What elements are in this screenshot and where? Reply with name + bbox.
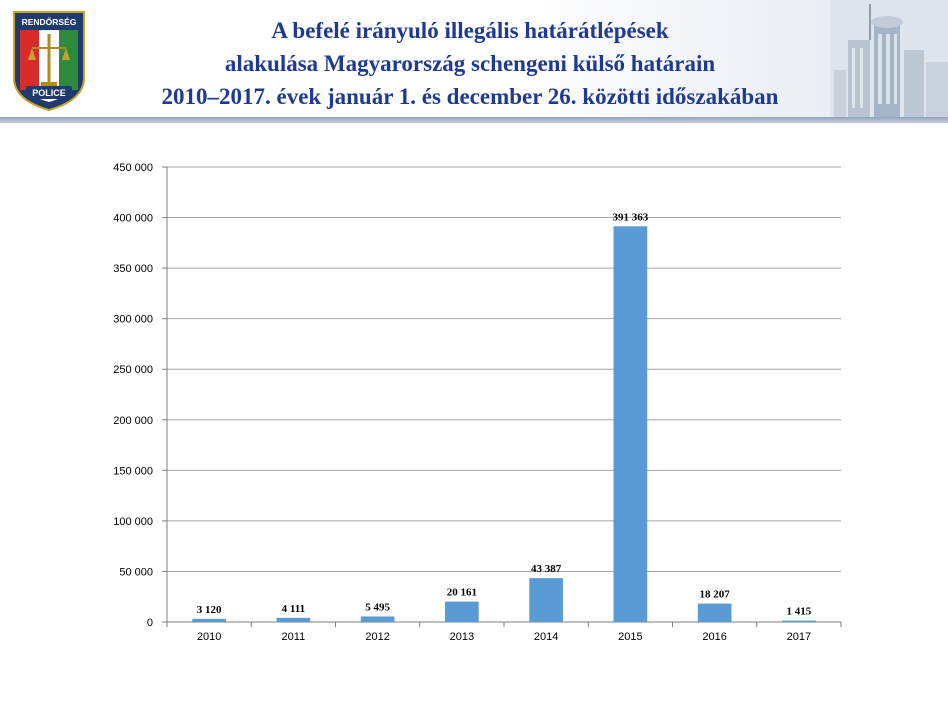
x-tick-label-2014: 2014	[534, 631, 558, 643]
data-label-2010: 3 120	[197, 604, 222, 616]
title-line-3: 2010–2017. évek január 1. és december 26…	[161, 84, 779, 109]
city-skyline-icon	[830, 0, 948, 117]
data-label-2013: 20 161	[447, 587, 477, 599]
y-tick-label: 50 000	[119, 566, 153, 578]
bar-2014	[529, 578, 563, 622]
y-tick-label: 0	[147, 617, 153, 629]
y-tick-label: 150 000	[113, 465, 153, 477]
bar-2017	[782, 620, 816, 622]
x-tick-label-2015: 2015	[618, 631, 642, 643]
header-divider	[0, 117, 948, 123]
data-label-2015: 391 363	[613, 211, 649, 223]
x-tick-label-2017: 2017	[787, 631, 811, 643]
x-tick-label-2010: 2010	[197, 631, 221, 643]
x-tick-label-2016: 2016	[702, 631, 726, 643]
y-tick-label: 450 000	[113, 162, 153, 174]
x-tick-label-2013: 2013	[450, 631, 474, 643]
y-tick-label: 250 000	[113, 364, 153, 376]
data-label-2014: 43 387	[531, 563, 562, 575]
x-tick-label-2012: 2012	[365, 631, 389, 643]
bar-2013	[445, 601, 479, 622]
y-tick-label: 400 000	[113, 213, 153, 225]
y-tick-label: 200 000	[113, 415, 153, 427]
police-badge-icon: RENDŐRSÉG POLICE	[13, 11, 85, 112]
data-label-2011: 4 111	[282, 603, 306, 615]
page-title: A befelé irányuló illegális határátlépés…	[100, 14, 840, 113]
bar-2015	[613, 226, 648, 622]
bar-chart: 0 50 000 100 000 150 000 200 000 250 000 300 0…	[113, 162, 842, 643]
header-banner	[0, 0, 948, 120]
badge-bottom-text: POLICE	[32, 88, 66, 98]
y-tick-label: 100 000	[113, 516, 153, 528]
data-label-2016: 18 207	[700, 589, 731, 601]
bar-2012	[360, 616, 395, 622]
bar-2010	[192, 618, 226, 622]
data-label-2017: 1 415	[787, 606, 812, 618]
title-line-1: A befelé irányuló illegális határátlépés…	[271, 18, 669, 43]
y-tick-label: 300 000	[113, 314, 153, 326]
x-tick-label-2011: 2011	[282, 631, 306, 643]
y-tick-label: 350 000	[113, 263, 153, 275]
data-label-2012: 5 495	[365, 601, 390, 613]
title-line-2: alakulása Magyarország schengeni külső h…	[224, 51, 716, 76]
bar-2011	[276, 617, 311, 622]
badge-top-text: RENDŐRSÉG	[22, 16, 77, 27]
bar-2016	[697, 603, 732, 622]
